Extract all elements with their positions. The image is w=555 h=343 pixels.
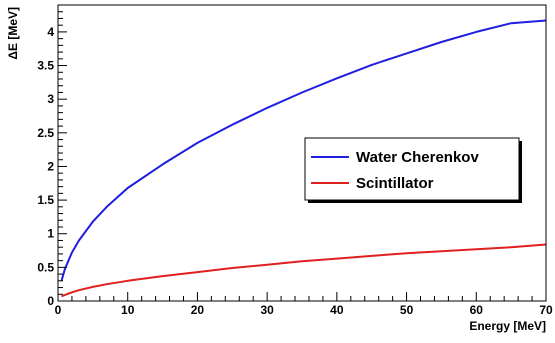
legend-box: [304, 137, 520, 201]
y-tick-label: 3: [47, 92, 54, 106]
y-tick-label: 0.5: [37, 260, 54, 274]
legend: Water Cherenkov Scintillator: [304, 137, 522, 203]
labels-layer: 0 10 20 30 40 50 60 70 0 0.5 1 1.5 2 2.5 3 3.5 4: [37, 25, 553, 317]
y-axis-title: ΔE [MeV]: [6, 7, 20, 60]
y-tick-label: 2: [47, 159, 54, 173]
y-tick-label: 2.5: [37, 126, 54, 140]
x-tick-label: 30: [260, 303, 274, 317]
y-tick-label: 3.5: [37, 59, 54, 73]
legend-label-water-cherenkov: Water Cherenkov: [356, 149, 479, 166]
series-line-water-cherenkov: [60, 19, 547, 282]
series-layer: [60, 19, 547, 298]
legend-label-scintillator: Scintillator: [356, 175, 434, 192]
x-tick-label: 40: [330, 303, 344, 317]
x-tick-label: 20: [191, 303, 205, 317]
y-tick-label: 1: [47, 227, 54, 241]
y-tick-label: 4: [47, 25, 54, 39]
ticks-layer: [57, 4, 547, 302]
x-axis-title: Energy [MeV]: [469, 319, 546, 333]
x-tick-label: 10: [121, 303, 135, 317]
x-tick-label: 70: [539, 303, 553, 317]
y-tick-label: 1.5: [37, 193, 54, 207]
x-tick-label: 50: [400, 303, 414, 317]
x-tick-label: 60: [470, 303, 484, 317]
x-tick-label: 0: [55, 303, 62, 317]
series-line-scintillator: [61, 243, 547, 298]
y-tick-label: 0: [47, 294, 54, 308]
